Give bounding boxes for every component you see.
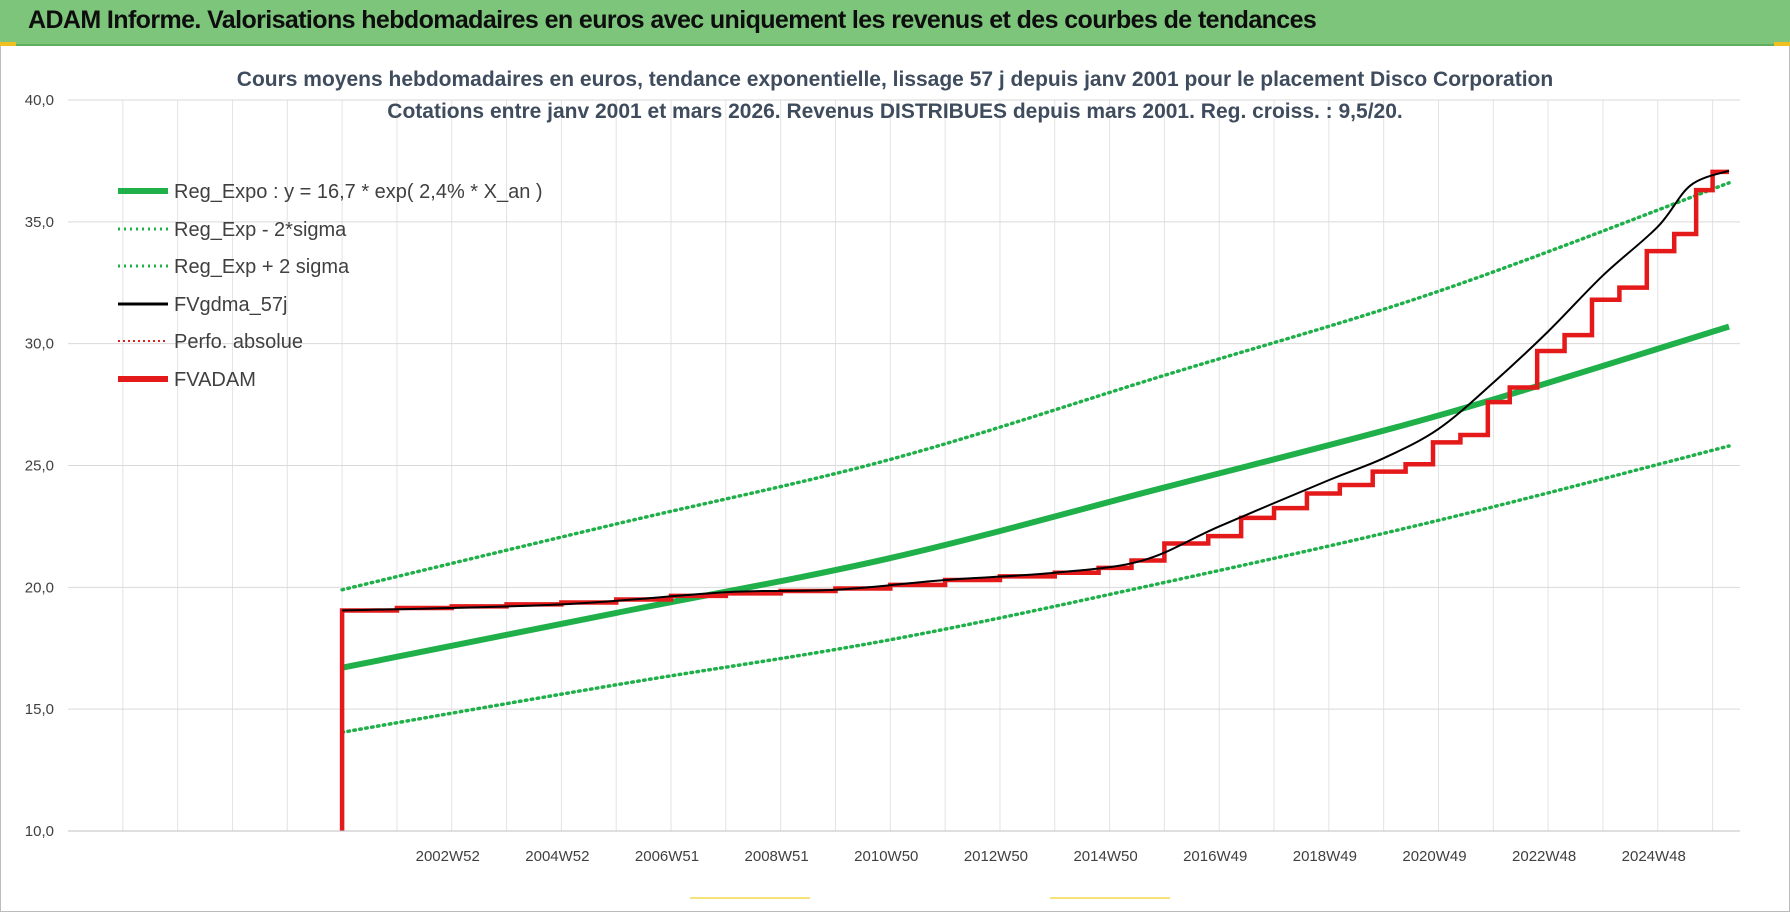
chart-title-line-2: Cotations entre janv 2001 et mars 2026. …	[387, 100, 1402, 123]
legend-label-perfo: Perfo. absolue	[174, 331, 303, 353]
legend-label-reg-exp-minus: Reg_Exp - 2*sigma	[174, 219, 347, 241]
x-tick-label: 2008W51	[745, 848, 809, 865]
y-tick-label: 25,0	[25, 458, 54, 475]
chart-title-line-1: Cours moyens hebdomadaires en euros, ten…	[237, 68, 1553, 91]
series-group	[339, 169, 1731, 831]
series-line-reg-exp-plus-2-sigma	[340, 181, 1731, 592]
x-tick-label: 2020W49	[1402, 848, 1466, 865]
y-tick-label: 15,0	[25, 701, 54, 718]
report-banner: ADAM Informe. Valorisations hebdomadaire…	[0, 0, 1790, 46]
x-tick-label: 2024W48	[1622, 848, 1686, 865]
legend-label-reg-expo: Reg_Expo : y = 16,7 * exp( 2,4% * X_an )	[174, 181, 543, 203]
x-tick-label: 2002W52	[416, 848, 480, 865]
legend-item-reg-expo: Reg_Expo : y = 16,7 * exp( 2,4% * X_an )	[118, 181, 543, 203]
x-tick-label: 2018W49	[1293, 848, 1357, 865]
x-tick-label: 2004W52	[525, 848, 589, 865]
report-title: ADAM Informe. Valorisations hebdomadaire…	[28, 6, 1317, 34]
y-tick-label: 40,0	[25, 92, 54, 109]
series-line-reg-expo	[341, 323, 1730, 671]
chart-canvas: 10,0 15,0 20,0 25,0 30,0 35,0 40,0 2002W52 2004W…	[25, 68, 1740, 865]
corner-mark-left	[0, 42, 16, 46]
y-tick-label: 35,0	[25, 214, 54, 231]
legend-item-fvgdma: FVgdma_57j	[118, 294, 287, 316]
legend-item-reg-exp-plus: Reg_Exp + 2 sigma	[118, 256, 350, 278]
y-tick-label: 20,0	[25, 579, 54, 596]
y-tick-label: 10,0	[25, 823, 54, 840]
x-tick-label: 2006W51	[635, 848, 699, 865]
legend-item-reg-exp-minus: Reg_Exp - 2*sigma	[118, 219, 347, 241]
gridlines	[68, 99, 1740, 832]
x-tick-label: 2014W50	[1073, 848, 1137, 865]
legend-label-reg-exp-plus: Reg_Exp + 2 sigma	[174, 256, 350, 278]
series-line-fvadam	[339, 169, 1730, 831]
x-tick-label: 2012W50	[964, 848, 1028, 865]
legend-label-fvadam: FVADAM	[174, 369, 256, 391]
legend: Reg_Expo : y = 16,7 * exp( 2,4% * X_an )…	[118, 181, 543, 391]
series-line-fvgdma	[342, 169, 1730, 612]
x-tick-label: 2016W49	[1183, 848, 1247, 865]
legend-item-fvadam: FVADAM	[118, 369, 256, 391]
bottom-marker-2	[1050, 897, 1170, 899]
x-tick-label: 2010W50	[854, 848, 918, 865]
axes: 10,0 15,0 20,0 25,0 30,0 35,0 40,0 2002W52 2004W…	[25, 92, 1740, 865]
series-line-reg-exp-minus-2-sigma	[340, 444, 1731, 735]
legend-item-perfo: Perfo. absolue	[118, 331, 303, 353]
bottom-marker-1	[690, 897, 810, 899]
corner-mark-right	[1774, 42, 1790, 46]
y-tick-label: 30,0	[25, 336, 54, 353]
legend-label-fvgdma: FVgdma_57j	[174, 294, 287, 316]
x-tick-label: 2022W48	[1512, 848, 1576, 865]
